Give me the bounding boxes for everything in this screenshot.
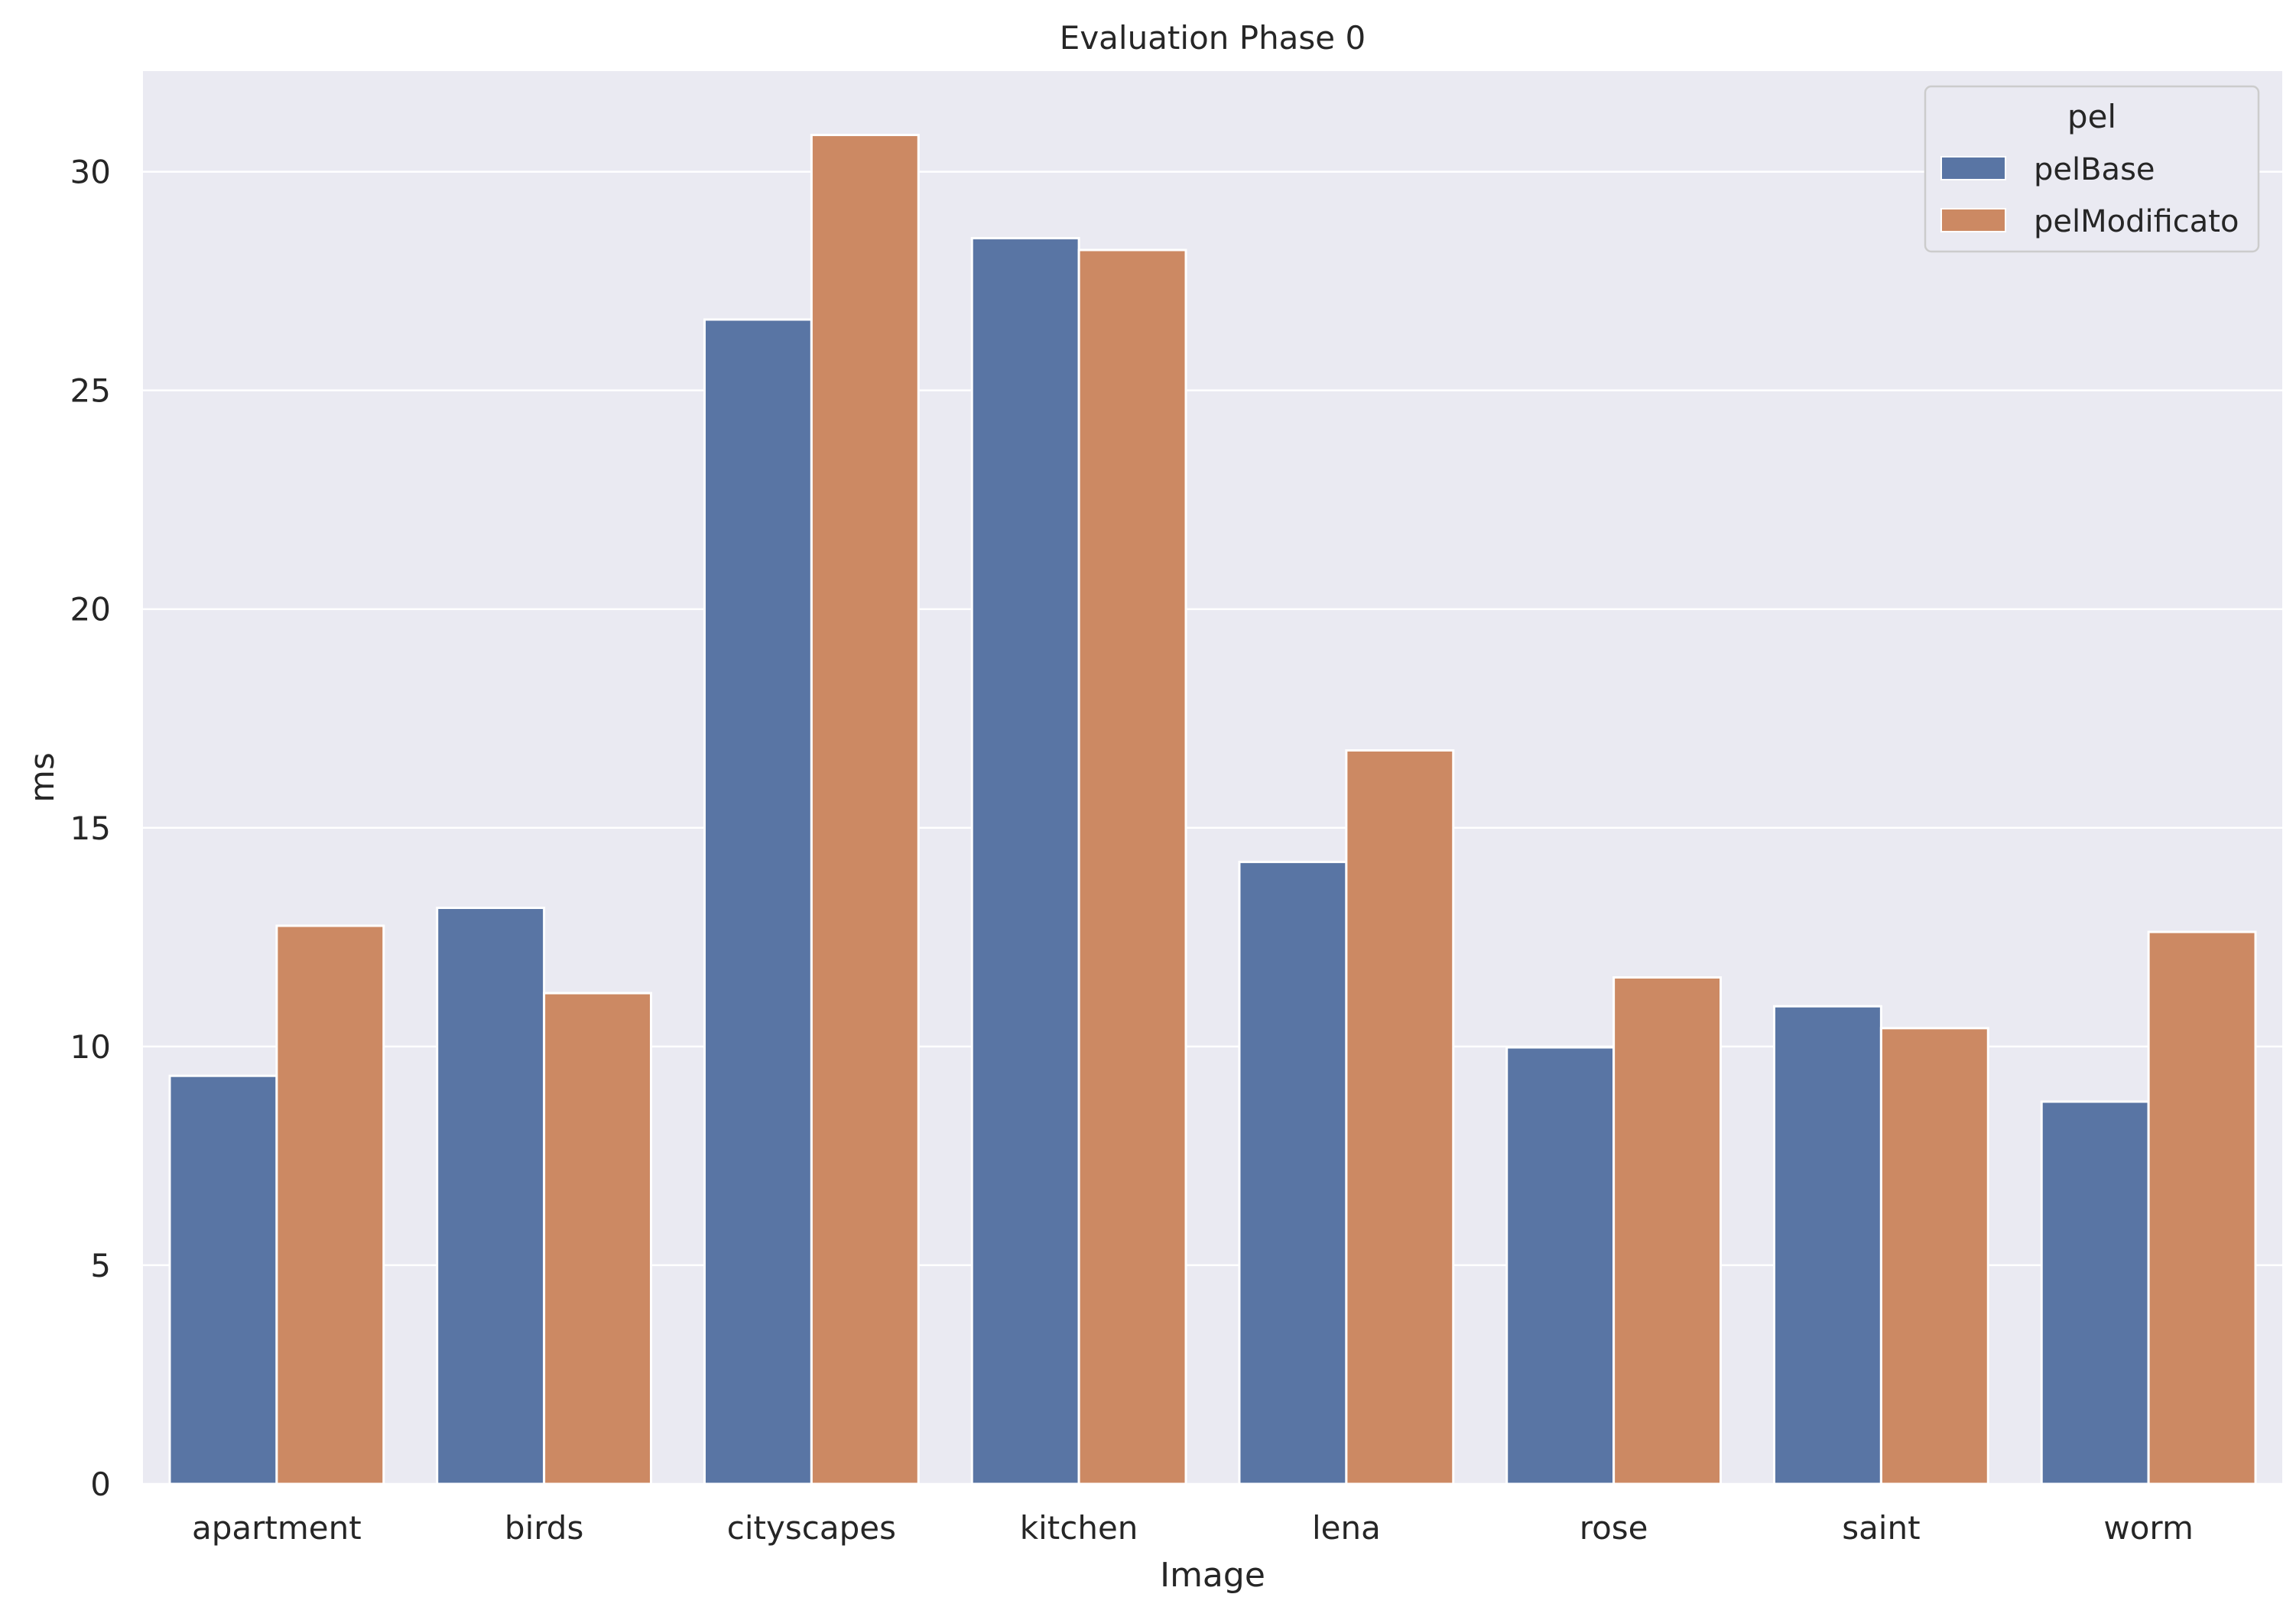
legend-label-pelBase: pelBase: [2034, 152, 2155, 187]
bar-pelModificato-kitchen: [1077, 248, 1187, 1485]
legend: pel pelBase pelModificato: [1924, 85, 2260, 253]
bar-pelBase-cityscapes: [703, 318, 813, 1485]
bar-pelBase-kitchen: [970, 237, 1080, 1485]
legend-items: pelBase pelModificato: [1940, 152, 2239, 239]
bar-pelModificato-saint: [1879, 1027, 1989, 1485]
legend-label-pelModificato: pelModificato: [2034, 204, 2239, 239]
x-tick-label: saint: [1842, 1509, 1920, 1547]
y-tick-label: 5: [90, 1247, 111, 1284]
x-tick-label: birds: [505, 1509, 583, 1547]
bars: [168, 134, 2257, 1485]
chart-title: Evaluation Phase 0: [1060, 19, 1366, 57]
bar-pelModificato-cityscapes: [810, 134, 920, 1485]
y-tick-label: 25: [70, 372, 111, 410]
x-tick-label: lena: [1312, 1509, 1381, 1547]
bar-pelModificato-apartment: [275, 924, 385, 1485]
y-tick-label: 20: [70, 591, 111, 628]
x-tick-label: cityscapes: [727, 1509, 896, 1547]
x-axis-label: Image: [1160, 1556, 1265, 1595]
y-tick-label: 30: [70, 154, 111, 191]
x-tick-label: kitchen: [1020, 1509, 1138, 1547]
y-tick-label: 15: [70, 810, 111, 847]
x-axis-ticks: apartment birds cityscapes kitchen lena rose s…: [192, 1509, 2194, 1547]
bar-pelModificato-worm: [2147, 930, 2257, 1485]
bar-pelModificato-lena: [1345, 749, 1455, 1485]
bar-pelBase-birds: [436, 906, 546, 1485]
x-tick-label: apartment: [192, 1509, 362, 1547]
y-axis-ticks: 0 5 10 15 20 25 30: [70, 154, 111, 1503]
x-tick-label: rose: [1580, 1509, 1648, 1547]
legend-title: pel: [2067, 98, 2116, 135]
legend-swatch-pelModificato: [1940, 208, 2006, 232]
x-tick-label: worm: [2103, 1509, 2194, 1547]
bar-pelBase-lena: [1238, 860, 1348, 1485]
bar-pelBase-rose: [1505, 1046, 1616, 1485]
legend-box: [1924, 85, 2260, 253]
bar-pelBase-worm: [2040, 1100, 2150, 1485]
y-tick-label: 0: [90, 1466, 111, 1503]
y-tick-label: 10: [70, 1028, 111, 1066]
bar-pelModificato-birds: [543, 992, 653, 1485]
y-axis-label: ms: [23, 752, 62, 803]
bar-pelBase-saint: [1772, 1005, 1882, 1485]
legend-swatch-pelBase: [1940, 156, 2006, 180]
bar-pelModificato-rose: [1612, 976, 1723, 1485]
bar-pelBase-apartment: [168, 1074, 278, 1485]
